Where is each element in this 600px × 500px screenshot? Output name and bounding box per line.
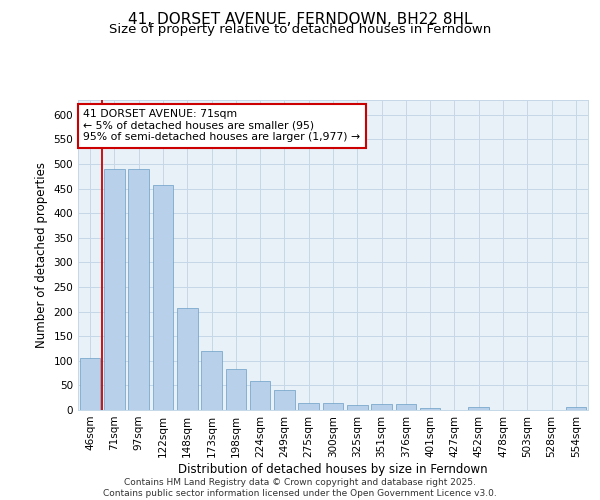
Bar bbox=[371, 404, 392, 410]
Bar bbox=[469, 407, 489, 410]
Bar bbox=[298, 402, 319, 410]
X-axis label: Distribution of detached houses by size in Ferndown: Distribution of detached houses by size … bbox=[178, 462, 488, 475]
Bar bbox=[201, 351, 222, 410]
Text: Contains HM Land Registry data © Crown copyright and database right 2025.
Contai: Contains HM Land Registry data © Crown c… bbox=[103, 478, 497, 498]
Bar bbox=[566, 407, 586, 410]
Bar bbox=[80, 358, 100, 410]
Bar bbox=[420, 408, 440, 410]
Bar bbox=[128, 169, 149, 410]
Text: Size of property relative to detached houses in Ferndown: Size of property relative to detached ho… bbox=[109, 22, 491, 36]
Bar bbox=[104, 169, 125, 410]
Bar bbox=[226, 369, 246, 410]
Bar bbox=[395, 404, 416, 410]
Text: 41, DORSET AVENUE, FERNDOWN, BH22 8HL: 41, DORSET AVENUE, FERNDOWN, BH22 8HL bbox=[128, 12, 472, 28]
Bar bbox=[152, 184, 173, 410]
Y-axis label: Number of detached properties: Number of detached properties bbox=[35, 162, 48, 348]
Bar bbox=[250, 382, 271, 410]
Bar bbox=[274, 390, 295, 410]
Bar bbox=[177, 308, 197, 410]
Text: 41 DORSET AVENUE: 71sqm
← 5% of detached houses are smaller (95)
95% of semi-det: 41 DORSET AVENUE: 71sqm ← 5% of detached… bbox=[83, 110, 360, 142]
Bar bbox=[347, 405, 368, 410]
Bar bbox=[323, 403, 343, 410]
